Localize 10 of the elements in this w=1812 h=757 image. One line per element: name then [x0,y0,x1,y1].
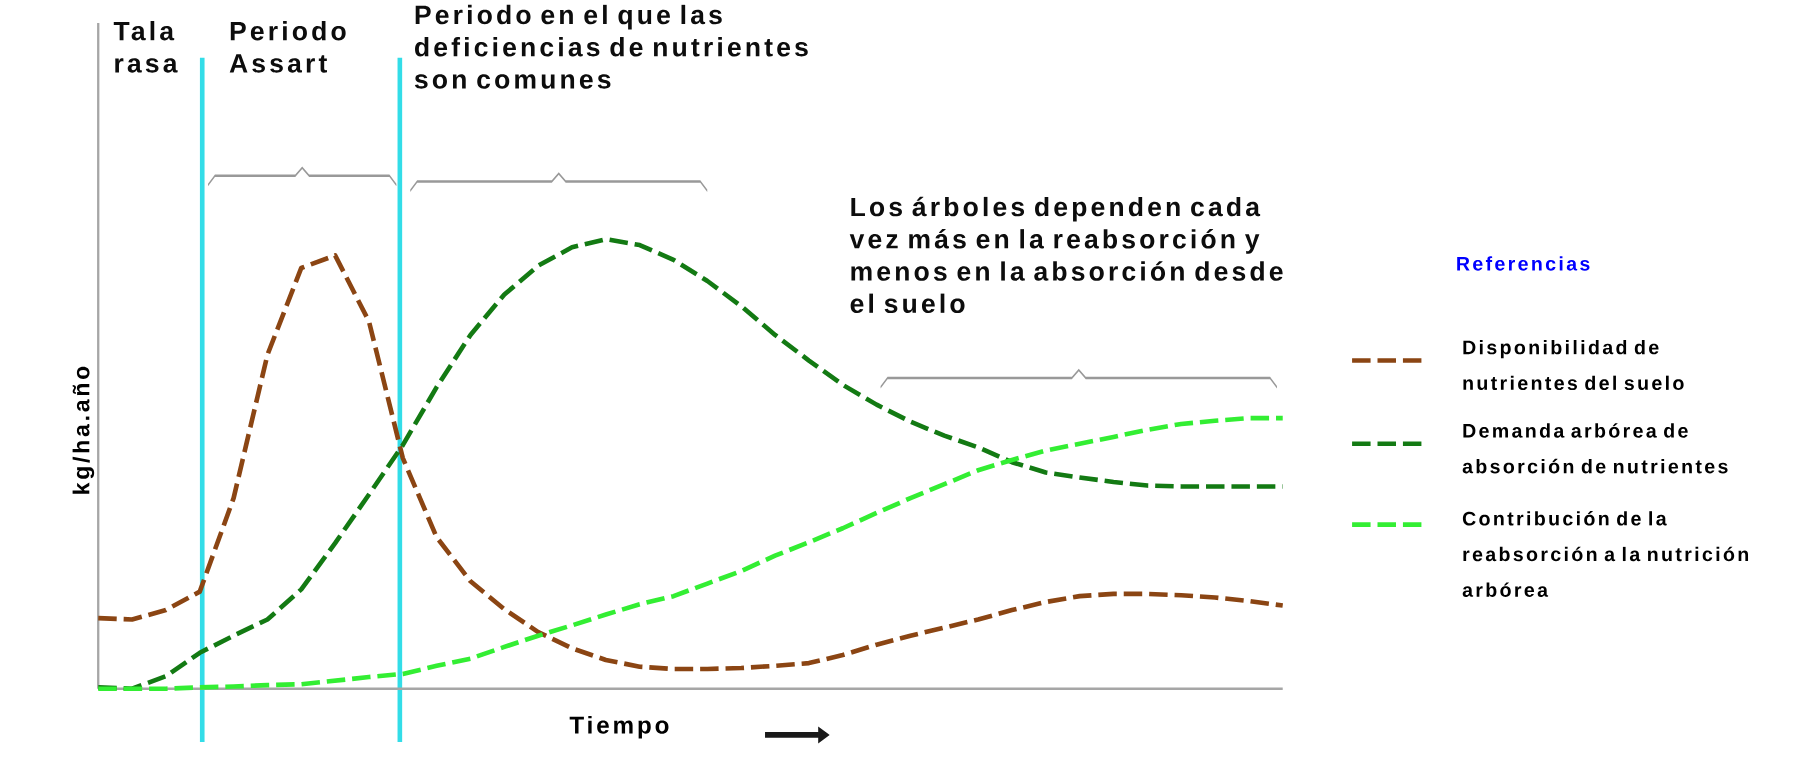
legend-title: Referencias [1457,256,1590,271]
y-axis-title: kg/ha.año [72,366,95,494]
legend-label: Disponibilidad de nutrientes del suelo [1463,340,1684,391]
annotation: Los árboles dependen cada vez más en la reabsorción y menos en la absorción desde el suelo [849,196,1283,314]
x-axis-title: Tiempo [569,715,669,739]
text: Tala rasa [113,21,178,73]
legend-label: Contribución de la reabsorción a la nutrición arbórea [1462,511,1749,597]
legend-label: Demanda arbórea de absorción de nutrientes [1462,423,1728,474]
text: Periodo Assart [229,21,346,73]
text: Periodo en el que las deficiencias de nutrientes son comunes [414,4,808,89]
